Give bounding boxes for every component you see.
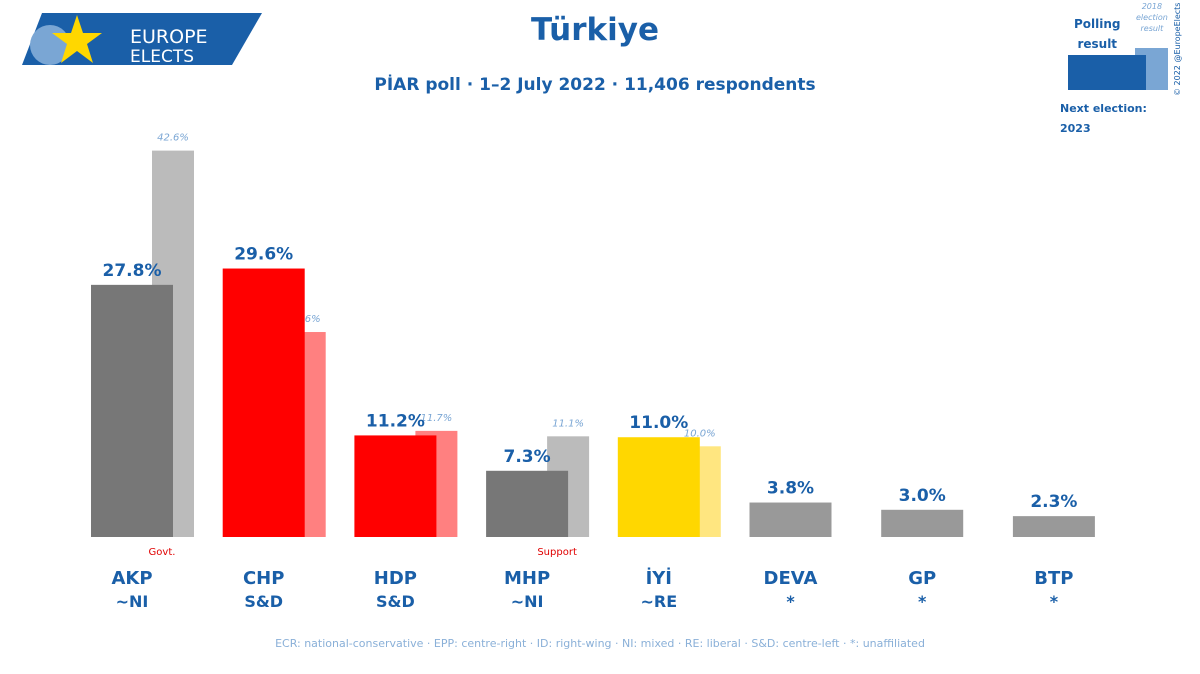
logo-line1: EUROPE [130, 26, 208, 48]
poll-value-label: 11.0% [629, 413, 688, 433]
party-name: AKP [111, 568, 152, 589]
prev-value-label: 10.0% [684, 428, 716, 439]
poll-bar-7 [1012, 516, 1095, 537]
prev-value-label: 42.6% [157, 133, 189, 144]
next-election-year: 2023 [1060, 122, 1091, 135]
logo-graphic [22, 13, 262, 65]
party-name: GP [908, 568, 936, 589]
party-group: ~NI [511, 592, 544, 611]
prev-value-label: 11.1% [552, 418, 584, 429]
prev-value-label: 11.7% [421, 413, 453, 424]
poll-bar-0 [91, 284, 173, 537]
party-name: DEVA [764, 568, 818, 589]
poll-bar-6 [881, 509, 964, 537]
poll-bar-3 [486, 470, 569, 537]
poll-value-label: 2.3% [1030, 492, 1077, 512]
party-name: MHP [504, 568, 550, 589]
party-name: İYİ [646, 567, 672, 589]
europe-elects-logo: EUROPE ELECTS [22, 13, 262, 67]
party-group: S&D [376, 592, 415, 611]
poll-value-label: 3.0% [899, 486, 946, 506]
poll-bar-1 [222, 268, 305, 537]
poll-bar-2 [354, 435, 437, 537]
legend-polling-2: result [1077, 37, 1118, 51]
footer-legend: ECR: national-conservative · EPP: centre… [275, 637, 925, 650]
party-group: ~RE [640, 592, 677, 611]
page-title: Türkiye [530, 12, 660, 48]
legend-prev-3: result [1140, 24, 1164, 33]
party-group: ~NI [116, 592, 149, 611]
poll-value-label: 7.3% [504, 447, 551, 467]
party-group: S&D [244, 592, 283, 611]
party-name: CHP [243, 568, 284, 589]
legend-polling-1: Polling [1074, 17, 1121, 31]
poll-value-label: 11.2% [366, 411, 425, 431]
legend-prev-2: election [1136, 13, 1168, 22]
party-group: * [1050, 592, 1059, 611]
note-label: Support [537, 547, 577, 558]
poll-bar-5 [749, 502, 832, 537]
poll-value-label: 29.6% [234, 245, 293, 265]
party-group: * [918, 592, 927, 611]
party-name: HDP [374, 568, 417, 589]
party-group: * [786, 592, 795, 611]
poll-subtitle: PİAR poll · 1–2 July 2022 · 11,406 respo… [374, 75, 816, 95]
logo-line2: ELECTS [130, 47, 194, 67]
note-label: Govt. [149, 547, 176, 558]
poll-bar-4 [617, 437, 700, 537]
next-election-label: Next election: [1060, 102, 1147, 115]
party-name: BTP [1034, 568, 1073, 589]
legend: Polling result 2018 election result Next el… [1060, 0, 1200, 140]
poll-value-label: 27.8% [103, 261, 162, 281]
poll-value-label: 3.8% [767, 479, 814, 499]
legend-prev-1: 2018 [1141, 2, 1163, 11]
bar-chart: 42.6%27.8%Govt.AKP~NI22.6%29.6%CHPS&D11.… [91, 133, 1095, 611]
legend-bars [1068, 48, 1168, 90]
